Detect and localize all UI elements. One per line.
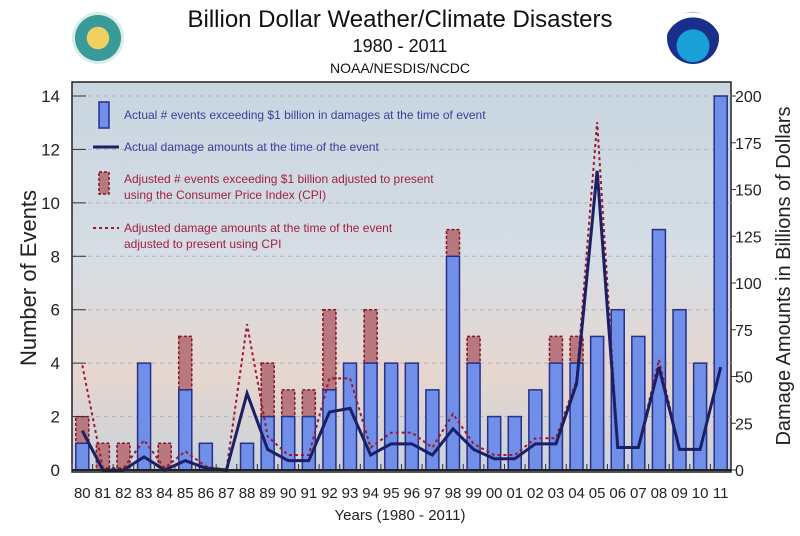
actual-events-bar	[651, 228, 667, 471]
x-tick-label: 86	[198, 485, 215, 502]
y-tick-label: 14	[41, 87, 60, 106]
x-tick-label: 95	[383, 485, 400, 502]
y2-tick-label: 100	[735, 276, 762, 293]
commerce-seal-icon	[72, 12, 124, 64]
adjusted-events-bar	[445, 228, 461, 258]
actual-events-bar	[260, 415, 275, 471]
y2-axis-label: Damage Amounts in Billions of Dollars	[773, 106, 795, 445]
x-tick-label: 92	[321, 485, 338, 502]
actual-events-bar	[692, 362, 708, 471]
adjusted-events-bar	[178, 335, 193, 391]
y-axis-label: Number of Events	[16, 190, 41, 366]
y-tick-label: 12	[41, 140, 60, 159]
x-axis-label: Years (1980 - 2011)	[335, 507, 466, 524]
adjusted-events-bar	[301, 389, 317, 418]
x-tick-label: 00	[486, 485, 503, 502]
y-tick-label: 8	[51, 247, 60, 266]
y2-tick-label: 50	[735, 370, 753, 387]
noaa-logo-icon	[667, 12, 719, 64]
y2-tick-label: 0	[735, 463, 744, 480]
actual-events-bar	[507, 415, 523, 471]
actual-events-bar	[445, 255, 461, 471]
actual-events-bar	[75, 442, 90, 471]
x-tick-label: 87	[218, 485, 235, 502]
x-tick-label: 83	[136, 485, 153, 502]
actual-events-bar	[528, 389, 543, 471]
x-tick-label: 98	[445, 485, 462, 502]
legend-adjusted-events-label: Adjusted # events exceeding $1 billion a…	[124, 172, 437, 202]
actual-events-bar	[322, 389, 337, 471]
y-tick-label: 0	[51, 461, 60, 480]
adjusted-events-bar	[322, 308, 337, 391]
y2-tick-label: 150	[735, 183, 762, 200]
x-tick-label: 96	[403, 485, 420, 502]
actual-events-bar	[548, 362, 564, 471]
x-tick-label: 84	[156, 485, 173, 502]
x-tick-label: 02	[527, 485, 544, 502]
adjusted-events-bar	[548, 335, 564, 364]
actual-events-bar	[589, 335, 605, 471]
x-tick-label: 80	[74, 485, 91, 502]
actual-events-bar	[383, 362, 399, 471]
actual-events-bar	[713, 95, 728, 471]
x-tick-label: 89	[259, 485, 276, 502]
x-tick-label: 10	[692, 485, 709, 502]
actual-events-bar	[178, 389, 193, 471]
legend-adjusted-damage-label: Adjusted damage amounts at the time of t…	[124, 221, 393, 251]
x-tick-label: 09	[671, 485, 688, 502]
adjusted-events-bar	[466, 335, 481, 364]
y-tick-label: 2	[51, 408, 60, 427]
y-tick-label: 6	[51, 301, 60, 320]
x-tick-label: 91	[300, 485, 317, 502]
legend-actual-events-swatch	[98, 101, 110, 129]
x-tick-label: 94	[362, 485, 379, 502]
x-tick-label: 04	[568, 485, 585, 502]
legend-actual-events-label: Actual # events exceeding $1 billion in …	[124, 108, 486, 122]
x-tick-label: 99	[465, 485, 482, 502]
x-tick-label: 85	[177, 485, 194, 502]
x-tick-label: 08	[651, 485, 668, 502]
y2-tick-label: 200	[735, 89, 762, 106]
x-tick-label: 05	[589, 485, 606, 502]
y2-tick-label: 175	[735, 136, 762, 153]
y-tick-label: 4	[51, 354, 60, 373]
x-tick-label: 97	[424, 485, 441, 502]
y2-tick-label: 125	[735, 229, 762, 246]
actual-events-bar	[136, 362, 152, 471]
actual-events-bar	[631, 335, 646, 471]
x-tick-label: 07	[630, 485, 647, 502]
x-tick-label: 88	[239, 485, 256, 502]
x-tick-label: 06	[609, 485, 626, 502]
legend-actual-damage-label: Actual damage amounts at the time of the…	[124, 140, 379, 154]
x-tick-label: 03	[548, 485, 565, 502]
adjusted-events-bar	[280, 389, 296, 418]
chart-subtitle: 1980 - 2011	[352, 36, 448, 56]
actual-events-bar	[466, 362, 481, 471]
x-tick-label: 93	[342, 485, 359, 502]
chart-source: NOAA/NESDIS/NCDC	[329, 60, 471, 76]
x-tick-label: 82	[115, 485, 132, 502]
adjusted-events-bar	[363, 308, 378, 364]
actual-events-bar	[404, 362, 420, 471]
x-tick-label: 11	[713, 485, 729, 502]
chart-title: Billion Dollar Weather/Climate Disasters	[187, 6, 613, 33]
legend-adjusted-events-swatch	[98, 171, 110, 195]
x-tick-label: 81	[95, 485, 112, 502]
actual-events-bar	[239, 442, 255, 471]
y2-tick-label: 75	[735, 323, 753, 340]
x-tick-label: 90	[280, 485, 297, 502]
adjusted-events-bar	[260, 362, 275, 418]
x-tick-label: 01	[506, 485, 523, 502]
actual-events-bar	[486, 415, 502, 471]
y-tick-label: 10	[41, 194, 60, 213]
actual-damage-line	[80, 170, 723, 472]
actual-events-bar	[425, 389, 440, 471]
y2-tick-label: 25	[735, 416, 753, 433]
